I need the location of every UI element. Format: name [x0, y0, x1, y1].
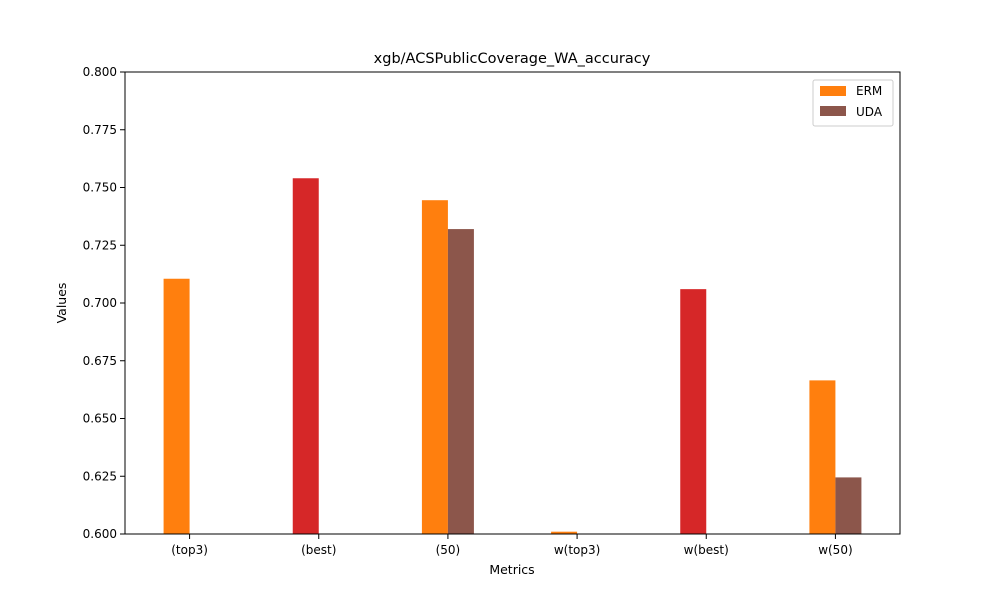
- x-tick-label: (top3): [171, 543, 208, 557]
- bar-erm-0: [163, 278, 190, 534]
- x-axis-ticks: (top3) (best) (50) w(top3) w(best) w(50): [171, 534, 853, 557]
- bar-erm-5: [809, 380, 836, 534]
- bar-uda-2: [447, 229, 474, 534]
- bar-series-2-4: [680, 289, 707, 534]
- legend-swatch-uda: [820, 106, 846, 116]
- bars-group: [163, 178, 862, 534]
- y-tick-label: 0.600: [83, 527, 117, 541]
- y-tick-label: 0.750: [83, 181, 117, 195]
- legend-label-uda: UDA: [856, 105, 883, 119]
- y-tick-label: 0.675: [83, 354, 117, 368]
- x-tick-label: (50): [436, 543, 461, 557]
- x-tick-label: (best): [301, 543, 336, 557]
- y-tick-label: 0.650: [83, 412, 117, 426]
- y-tick-label: 0.725: [83, 238, 117, 252]
- legend-label-erm: ERM: [856, 84, 882, 98]
- bar-erm-3: [551, 531, 578, 534]
- x-tick-label: w(50): [818, 543, 852, 557]
- y-tick-label: 0.625: [83, 469, 117, 483]
- y-axis-label: Values: [54, 283, 69, 324]
- y-tick-label: 0.775: [83, 123, 117, 137]
- x-tick-label: w(best): [684, 543, 729, 557]
- x-axis-label: Metrics: [489, 562, 534, 577]
- y-axis-ticks: 0.600 0.625 0.650 0.675 0.700 0.725 0.750 0.775…: [83, 65, 125, 541]
- plot-frame: [124, 71, 901, 535]
- legend-swatch-erm: [820, 86, 846, 96]
- bar-uda-5: [835, 477, 862, 534]
- y-tick-label: 0.700: [83, 296, 117, 310]
- bar-series-2-1: [292, 178, 319, 534]
- legend: ERM UDA: [812, 79, 894, 127]
- bar-erm-2: [421, 200, 448, 534]
- chart-title: xgb/ACSPublicCoverage_WA_accuracy: [374, 51, 651, 67]
- x-tick-label: w(top3): [554, 543, 600, 557]
- y-tick-label: 0.800: [83, 65, 117, 79]
